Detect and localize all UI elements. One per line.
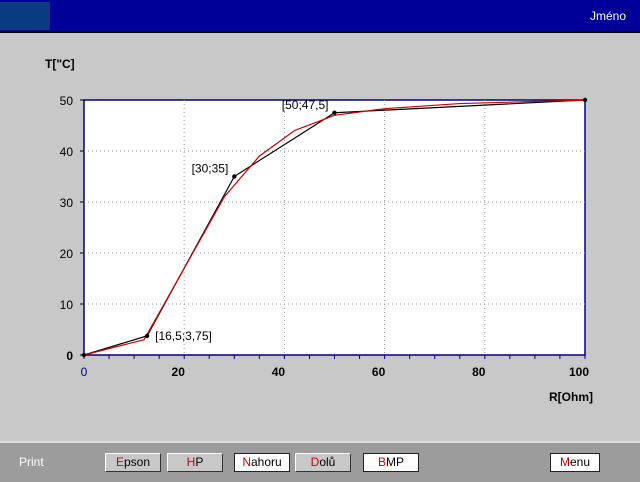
- point-annotation: [30;35]: [192, 162, 229, 176]
- print-label: Print: [19, 455, 44, 469]
- title-bar: Jméno: [0, 0, 640, 33]
- x-tick-label: 20: [172, 365, 186, 379]
- bmp-button[interactable]: BMP: [363, 453, 419, 472]
- y-tick-label: 20: [60, 247, 74, 261]
- data-point: [232, 174, 237, 179]
- footer-toolbar: Print Epson HP Nahoru Dolů BMP Menu: [0, 441, 640, 482]
- chart: 0 20 40 60 80 100 0 10 20 30 40 50 [16,5;3,75] [30;35…: [60, 94, 590, 379]
- data-point: [81, 352, 87, 358]
- x-tick-label: 40: [272, 365, 286, 379]
- data-point: [332, 110, 337, 115]
- y-tick-label: 10: [60, 298, 74, 312]
- app-logo: [0, 2, 50, 30]
- x-tick-label: 100: [569, 365, 589, 379]
- x-tick-label: 80: [472, 365, 486, 379]
- y-axis-label: T["C]: [45, 57, 75, 71]
- menu-button[interactable]: Menu: [550, 453, 600, 472]
- user-name: Jméno: [589, 9, 626, 23]
- x-tick-label: 60: [372, 365, 386, 379]
- hp-button[interactable]: HP: [167, 453, 223, 472]
- dolu-button[interactable]: Dolů: [295, 453, 351, 472]
- y-tick-label: 30: [60, 196, 74, 210]
- point-annotation: [50;47,5]: [282, 98, 329, 112]
- y-tick-label: 40: [60, 145, 74, 159]
- data-point: [582, 97, 588, 103]
- plot-area: [83, 99, 586, 356]
- y-tick-label: 0: [66, 349, 73, 363]
- point-annotation: [16,5;3,75]: [155, 329, 212, 343]
- nahoru-button[interactable]: Nahoru: [234, 453, 290, 472]
- epson-button[interactable]: Epson: [105, 453, 161, 472]
- x-tick-label: 0: [81, 365, 88, 379]
- fit-curve-line: [83, 99, 586, 356]
- y-tick-label: 50: [60, 94, 74, 108]
- data-point: [144, 333, 150, 339]
- x-axis-label: R[Ohm]: [549, 390, 593, 404]
